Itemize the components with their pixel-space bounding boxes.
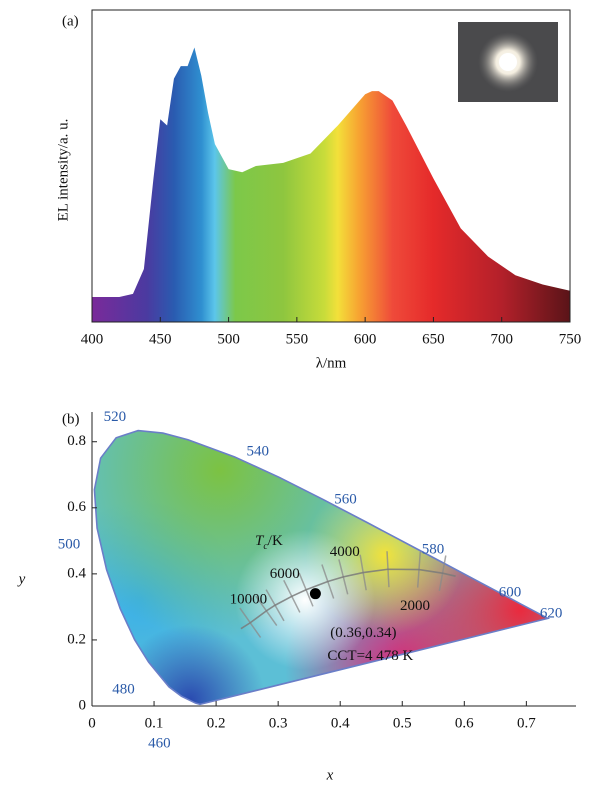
temperature-axis-label: Tc/K bbox=[255, 533, 283, 552]
y-tick-label: 0.8 bbox=[67, 433, 86, 449]
spectral-locus bbox=[93, 429, 551, 706]
y-tick-label: 0.6 bbox=[67, 499, 86, 515]
x-tick-label: 0.7 bbox=[517, 715, 536, 731]
temperature-label: 10000 bbox=[230, 591, 268, 607]
unit: /K bbox=[268, 533, 283, 549]
x-axis-label: λ/nm bbox=[316, 355, 347, 371]
wavelength-label: 480 bbox=[112, 682, 135, 698]
symbol: T bbox=[255, 533, 265, 549]
wavelength-label: 540 bbox=[246, 443, 269, 459]
x-tick-label: 0.2 bbox=[207, 715, 226, 731]
x-tick-label: 0.1 bbox=[145, 715, 164, 731]
wavelength-label: 580 bbox=[422, 542, 445, 558]
wavelength-label: 620 bbox=[540, 606, 563, 622]
x-tick-label: 0.3 bbox=[269, 715, 288, 731]
x-tick-label: 600 bbox=[354, 331, 377, 347]
y-tick-label: 0 bbox=[79, 697, 87, 713]
x-tick-label: 0.6 bbox=[455, 715, 474, 731]
spectrum-area bbox=[92, 47, 570, 322]
x-tick-label: 450 bbox=[149, 331, 172, 347]
wavelength-label: 500 bbox=[58, 537, 81, 553]
panel-label: (a) bbox=[62, 13, 79, 29]
y-tick-label: 0.4 bbox=[67, 565, 86, 581]
x-tick-label: 400 bbox=[81, 331, 104, 347]
x-tick-label: 0.5 bbox=[393, 715, 412, 731]
y-axis-label: y bbox=[17, 571, 26, 587]
point-label: (0.36,0.34) bbox=[330, 625, 396, 641]
wavelength-label: 560 bbox=[334, 491, 357, 507]
chromaticity-point bbox=[309, 588, 321, 600]
panel-label: (b) bbox=[62, 411, 80, 427]
x-tick-label: 700 bbox=[490, 331, 513, 347]
panel-a: 400 450 500 550 600 650 700 750 λ/nm EL intensity… bbox=[55, 9, 582, 371]
x-axis-label: x bbox=[326, 767, 334, 783]
subscript: c bbox=[263, 541, 268, 552]
x-tick-label: 650 bbox=[422, 331, 445, 347]
temperature-label: 6000 bbox=[270, 566, 300, 582]
temperature-label: 2000 bbox=[400, 598, 430, 614]
planckian-locus bbox=[240, 568, 456, 630]
x-tick-label: 0 bbox=[88, 715, 96, 731]
y-tick-label: 0.2 bbox=[67, 631, 86, 647]
panel-b: 0 0.1 0.2 0.3 0.4 0.5 0.6 0.7 0 0.2 0.4 0.6 0.8 x y (b)… bbox=[17, 409, 576, 783]
x-tick-label: 500 bbox=[217, 331, 240, 347]
wavelength-label: 520 bbox=[104, 409, 127, 425]
cct-label: CCT=4 478 K bbox=[327, 648, 413, 664]
wavelength-label: 600 bbox=[499, 584, 522, 600]
x-tick-label: 750 bbox=[559, 331, 582, 347]
x-tick-label: 550 bbox=[286, 331, 309, 347]
inset-photo bbox=[458, 22, 558, 102]
wavelength-label: 460 bbox=[148, 736, 171, 752]
y-axis-label: EL intensity/a. u. bbox=[55, 119, 71, 222]
plot-frame bbox=[91, 9, 571, 323]
x-tick-label: 0.4 bbox=[331, 715, 350, 731]
temperature-label: 4000 bbox=[330, 544, 360, 560]
